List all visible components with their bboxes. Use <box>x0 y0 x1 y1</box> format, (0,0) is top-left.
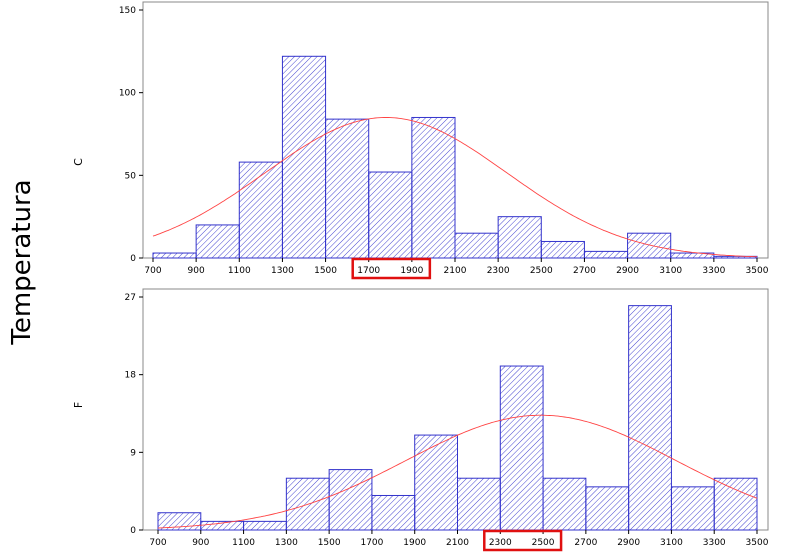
histogram-bar <box>542 477 587 531</box>
y-tick-label: 0 <box>130 526 136 536</box>
panel-label: F <box>72 402 85 408</box>
x-tick-label: 3500 <box>746 266 769 276</box>
x-tick-label: 900 <box>192 538 209 548</box>
x-tick-label: 3500 <box>746 538 769 548</box>
histogram-bar <box>713 477 758 531</box>
y-tick-label: 50 <box>125 171 137 181</box>
x-tick-label: 700 <box>144 266 161 276</box>
histogram-bar <box>627 232 672 259</box>
histogram-bar <box>371 494 416 531</box>
highlight-box <box>351 257 432 280</box>
x-tick-label: 2100 <box>444 266 467 276</box>
x-tick-label: 1500 <box>318 538 341 548</box>
histogram-bar <box>540 240 585 259</box>
histogram-bar <box>499 365 544 531</box>
x-tick-label: 2900 <box>616 266 639 276</box>
histogram-bar <box>238 161 283 259</box>
y-tick-label: 27 <box>125 293 136 303</box>
histogram-panel-f: 0 9 18 27 700 900 1100 1300 1500 1700 1900 2100 2300… <box>72 288 769 552</box>
x-tick-label: 2900 <box>617 538 640 548</box>
histogram-bar <box>414 434 459 531</box>
x-tick-label: 2300 <box>489 538 512 548</box>
histogram-bar <box>368 171 413 259</box>
normal-curve <box>157 414 758 529</box>
histogram-bar <box>583 250 629 259</box>
x-tick-label: 1100 <box>232 538 255 548</box>
histogram-bar <box>328 469 373 531</box>
x-tick-label: 1700 <box>360 538 383 548</box>
x-tick-label: 2500 <box>532 538 555 548</box>
x-tick-label: 3100 <box>660 538 683 548</box>
x-tick-label: 3300 <box>702 266 725 276</box>
x-tick-label: 700 <box>149 538 166 548</box>
highlight-box <box>483 529 563 552</box>
histogram-bar <box>497 216 542 259</box>
histogram-bar <box>243 520 287 531</box>
x-tick-label: 3100 <box>659 266 682 276</box>
y-tick-label: 0 <box>130 254 136 264</box>
histogram-bar <box>152 252 197 259</box>
histogram-bar <box>670 252 715 259</box>
histogram-bar <box>670 486 715 531</box>
histogram-panel-c: 0 50 100 150 700 900 1100 1300 1500 1700 1900 2100 2… <box>72 1 769 280</box>
y-tick-label: 150 <box>119 6 136 16</box>
x-tick-label: 1300 <box>275 538 298 548</box>
x-tick-label: 2100 <box>446 538 469 548</box>
x-tick-label: 1900 <box>400 266 423 276</box>
x-tick-label: 2500 <box>530 266 553 276</box>
normal-curve <box>152 117 757 258</box>
x-tick-label: 2700 <box>574 538 597 548</box>
histogram-bar <box>457 477 501 531</box>
x-tick-label: 900 <box>188 266 205 276</box>
y-axis-title: Temperatura <box>7 179 37 345</box>
x-tick-label: 2300 <box>487 266 510 276</box>
x-tick-label: 1700 <box>357 266 380 276</box>
x-tick-label: 1500 <box>314 266 337 276</box>
x-tick-label: 3300 <box>703 538 726 548</box>
y-tick-label: 18 <box>125 371 137 381</box>
x-tick-label: 2700 <box>573 266 596 276</box>
histogram-bar <box>411 116 456 259</box>
x-tick-label: 1300 <box>271 266 294 276</box>
histogram-bar <box>281 55 327 259</box>
histogram-bar <box>195 224 240 259</box>
panel-label: C <box>72 158 85 166</box>
histogram-bar <box>454 232 499 259</box>
x-tick-label: 1100 <box>228 266 251 276</box>
y-tick-label: 9 <box>130 448 136 458</box>
x-tick-label: 1900 <box>403 538 426 548</box>
y-tick-label: 100 <box>119 89 136 99</box>
histogram-bar <box>325 118 370 259</box>
histogram-bar <box>628 305 672 531</box>
histogram-bar <box>585 486 630 531</box>
